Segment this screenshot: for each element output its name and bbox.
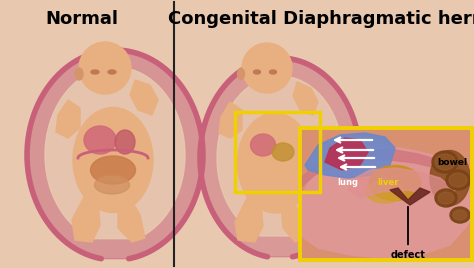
Polygon shape [300, 145, 472, 258]
Ellipse shape [237, 69, 245, 80]
Ellipse shape [270, 70, 276, 74]
Text: lung: lung [337, 178, 358, 187]
Ellipse shape [84, 126, 116, 154]
Ellipse shape [366, 181, 404, 203]
Ellipse shape [91, 156, 136, 184]
Text: defect: defect [391, 207, 426, 260]
Ellipse shape [237, 113, 312, 213]
Ellipse shape [272, 143, 294, 161]
Ellipse shape [453, 210, 467, 220]
Ellipse shape [247, 125, 307, 175]
Polygon shape [130, 80, 158, 115]
Ellipse shape [369, 166, 421, 200]
Polygon shape [45, 67, 185, 239]
Text: liver: liver [377, 178, 399, 187]
Polygon shape [293, 82, 318, 115]
Ellipse shape [430, 151, 470, 206]
Ellipse shape [73, 107, 153, 213]
Polygon shape [325, 138, 368, 170]
Polygon shape [56, 100, 80, 138]
Polygon shape [219, 102, 242, 138]
Ellipse shape [108, 70, 116, 74]
Polygon shape [348, 168, 455, 200]
Ellipse shape [94, 176, 129, 194]
Polygon shape [200, 58, 360, 257]
Polygon shape [217, 76, 343, 236]
Bar [300, 128, 472, 260]
Ellipse shape [79, 42, 131, 94]
Text: Normal: Normal [46, 10, 118, 28]
Text: bowel: bowel [437, 158, 467, 167]
Bar [235, 112, 320, 192]
Ellipse shape [254, 70, 261, 74]
Ellipse shape [432, 151, 458, 173]
Ellipse shape [435, 189, 457, 207]
Ellipse shape [242, 43, 292, 93]
Polygon shape [390, 188, 430, 205]
Ellipse shape [75, 68, 83, 80]
Bar [300, 128, 472, 260]
Polygon shape [281, 200, 307, 242]
Ellipse shape [450, 207, 470, 223]
Ellipse shape [91, 70, 99, 74]
Polygon shape [305, 133, 395, 178]
Ellipse shape [435, 154, 455, 170]
Ellipse shape [449, 173, 467, 187]
Ellipse shape [438, 192, 454, 204]
Ellipse shape [115, 130, 135, 154]
Polygon shape [27, 50, 203, 259]
Polygon shape [118, 198, 145, 242]
Polygon shape [72, 195, 100, 242]
Ellipse shape [250, 134, 275, 156]
Text: Congenital Diaphragmatic hernia: Congenital Diaphragmatic hernia [168, 10, 474, 28]
Ellipse shape [446, 170, 470, 190]
Polygon shape [300, 150, 472, 188]
Polygon shape [235, 198, 263, 242]
